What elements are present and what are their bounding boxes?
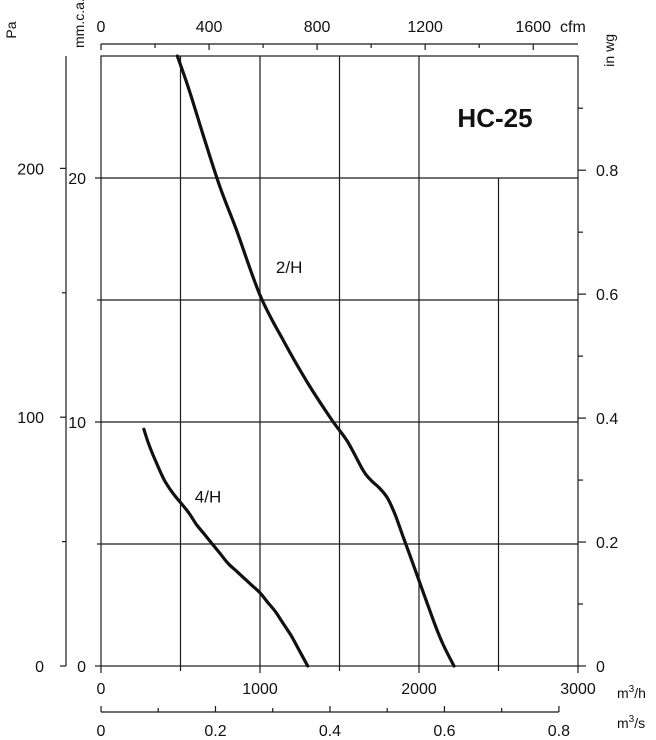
model-title: HC-25 [457, 103, 532, 133]
x-tick-label-cfm: 400 [196, 19, 223, 36]
x-tick-label-m3s: 0.6 [433, 723, 455, 740]
y-unit-mm: mm.c.a. [71, 0, 87, 48]
x-unit-m3h: m3/h [617, 684, 646, 701]
x-tick-label-m3h: 3000 [560, 681, 596, 698]
y-tick-label-pa: 100 [17, 410, 44, 427]
x-tick-label-cfm: 800 [304, 19, 331, 36]
y-unit-inwg: in wg [601, 34, 617, 67]
y-tick-label-mm: 0 [77, 659, 86, 676]
curve-2-h [175, 54, 456, 668]
x-tick-label-m3s: 0 [97, 723, 106, 740]
y-tick-label-inwg: 0.8 [596, 163, 618, 180]
x-tick-label-m3h: 1000 [242, 681, 278, 698]
y-tick-label-inwg: 0.6 [596, 287, 618, 304]
chart-labels: 0 1000 2000 3000 m3/h0 0.2 0.4 0.6 0.8 m3/s0 400 80… [3, 0, 646, 740]
curve-label-4-h: 4/H [195, 488, 221, 507]
x-tick-label-m3s: 0.2 [204, 723, 226, 740]
x-tick-label-m3s: 0.8 [548, 723, 570, 740]
x-tick-label-m3h: 2000 [401, 681, 437, 698]
x-tick-label-cfm: 1200 [407, 19, 443, 36]
x-tick-label-cfm: 0 [97, 19, 106, 36]
y-tick-label-inwg: 0.2 [596, 535, 618, 552]
x-unit-cfm: cfm [560, 19, 586, 36]
y-tick-label-mm: 20 [68, 171, 86, 188]
chart-axes [60, 43, 586, 713]
y-tick-label-inwg: 0 [596, 659, 605, 676]
y-unit-pa: Pa [3, 21, 19, 38]
x-unit-m3s: m3/s [617, 714, 645, 731]
performance-curves [142, 54, 456, 668]
x-tick-label-m3s: 0.4 [319, 723, 341, 740]
y-tick-label-mm: 10 [68, 415, 86, 432]
curve-label-2-h: 2/H [276, 258, 302, 277]
y-tick-label-pa: 0 [35, 659, 44, 676]
x-tick-label-cfm: 1600 [515, 19, 551, 36]
x-tick-label-m3h: 0 [97, 681, 106, 698]
y-tick-label-pa: 200 [17, 161, 44, 178]
y-tick-label-inwg: 0.4 [596, 411, 618, 428]
curve-4-h [142, 427, 310, 668]
plot-grid [100, 55, 579, 667]
